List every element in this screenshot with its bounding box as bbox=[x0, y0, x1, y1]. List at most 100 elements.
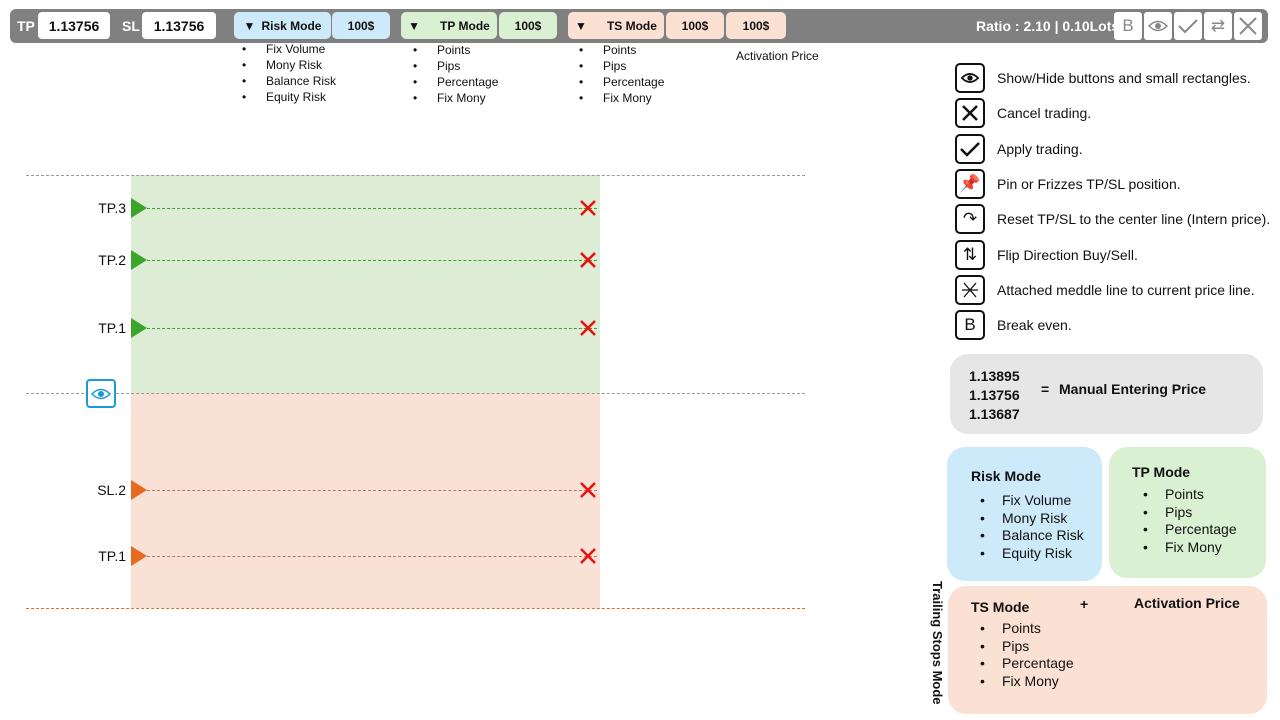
check-icon bbox=[955, 133, 985, 164]
option-item: Points bbox=[1143, 486, 1237, 504]
ts-mode-options: PointsPipsPercentageFix Mony bbox=[577, 42, 664, 106]
tp-price-input[interactable]: 1.13756 bbox=[38, 12, 110, 39]
level-drag-handle[interactable] bbox=[131, 546, 147, 567]
option-item: Points bbox=[411, 42, 498, 58]
level-line bbox=[147, 489, 597, 491]
level-drag-handle[interactable] bbox=[131, 250, 147, 271]
activation-price-input[interactable]: 100$ bbox=[726, 12, 786, 39]
close-icon[interactable] bbox=[579, 319, 597, 337]
level-label: TP.1 bbox=[98, 548, 126, 565]
legend-row: Attached meddle line to current price li… bbox=[955, 274, 1255, 305]
ts-mode-label: TS Mode bbox=[606, 18, 657, 33]
level-label: TP.1 bbox=[98, 319, 126, 336]
trailing-stops-mode-label: Trailing Stops Mode bbox=[930, 581, 945, 705]
option-item: Pips bbox=[1143, 504, 1237, 522]
bottom-boundary-line bbox=[26, 608, 805, 609]
level-drag-handle[interactable] bbox=[131, 479, 147, 500]
level-label: TP.3 bbox=[98, 199, 126, 216]
option-item: Percentage bbox=[411, 74, 498, 90]
option-item: Balance Risk bbox=[240, 73, 336, 89]
legend-row: Cancel trading. bbox=[955, 98, 1091, 129]
option-item: Fix Volume bbox=[240, 41, 336, 57]
close-icon[interactable] bbox=[579, 547, 597, 565]
toolbar: TP 1.13756 SL 1.13756 ▼ Risk Mode 100$ ▼ T… bbox=[10, 9, 1268, 43]
tp-options-list: PointsPipsPercentageFix Mony bbox=[1143, 486, 1237, 556]
legend-row: ⇅ Flip Direction Buy/Sell. bbox=[955, 239, 1138, 270]
close-icon bbox=[955, 98, 985, 129]
legend-row: 📌 Pin or Frizzes TP/SL position. bbox=[955, 168, 1181, 199]
flip-arrows-icon: ⇄ bbox=[1210, 16, 1226, 35]
legend-text: Show/Hide buttons and small rectangles. bbox=[997, 70, 1251, 86]
risk-mode-dropdown[interactable]: ▼ Risk Mode bbox=[234, 12, 331, 39]
top-boundary-line bbox=[26, 175, 805, 176]
eye-icon bbox=[1148, 20, 1168, 32]
eye-icon bbox=[955, 63, 985, 93]
tp-mode-label: TP Mode bbox=[440, 18, 490, 33]
option-item: Balance Risk bbox=[980, 527, 1084, 545]
sl-price-input[interactable]: 1.13756 bbox=[142, 12, 216, 39]
risk-mode-options: Fix VolumeMony RiskBalance RiskEquity Ri… bbox=[240, 41, 336, 105]
option-item: Pips bbox=[577, 58, 664, 74]
sl-zone bbox=[131, 393, 600, 608]
eye-icon bbox=[91, 388, 111, 399]
level-line bbox=[147, 260, 597, 262]
legend-text: Pin or Frizzes TP/SL position. bbox=[997, 175, 1181, 192]
level-drag-handle[interactable] bbox=[131, 197, 147, 218]
risk-value-input[interactable]: 100$ bbox=[332, 12, 390, 39]
option-item: Equity Risk bbox=[980, 545, 1084, 563]
flip-icon: ⇅ bbox=[955, 239, 985, 270]
close-icon[interactable] bbox=[579, 199, 597, 217]
level-line bbox=[147, 556, 597, 558]
check-icon bbox=[1178, 19, 1198, 34]
activation-price-label: Activation Price bbox=[736, 49, 819, 63]
center-price-line[interactable] bbox=[26, 393, 805, 394]
legend-row: Show/Hide buttons and small rectangles. bbox=[955, 63, 1251, 93]
option-item: Fix Mony bbox=[1143, 539, 1237, 557]
tp-mode-dropdown[interactable]: ▼ TP Mode bbox=[401, 12, 497, 39]
manual-price-value: 1.13895 bbox=[969, 368, 1020, 384]
option-item: Percentage bbox=[577, 74, 664, 90]
center-eye-button[interactable] bbox=[86, 379, 116, 408]
tp-zone bbox=[131, 175, 600, 393]
option-item: Equity Risk bbox=[240, 89, 336, 105]
ts-value-input[interactable]: 100$ bbox=[666, 12, 724, 39]
level-drag-handle[interactable] bbox=[131, 317, 147, 338]
apply-button[interactable] bbox=[1174, 12, 1202, 40]
level-line bbox=[147, 207, 597, 209]
sl-label: SL bbox=[122, 18, 140, 34]
close-icon[interactable] bbox=[579, 251, 597, 269]
option-item: Points bbox=[980, 620, 1074, 638]
legend-row: B Break even. bbox=[955, 310, 1072, 341]
chevron-down-icon: ▼ bbox=[575, 18, 587, 33]
level-line bbox=[147, 327, 597, 329]
manual-price-panel: 1.13895 1.13756 1.13687 = Manual Entering … bbox=[950, 354, 1263, 434]
tp-mode-title: TP Mode bbox=[1132, 464, 1191, 480]
manual-price-label: Manual Entering Price bbox=[1059, 381, 1207, 397]
flip-direction-button[interactable]: ⇄ bbox=[1204, 12, 1232, 40]
legend-row: ↷ Reset TP/SL to the center line (Intern … bbox=[955, 204, 1270, 235]
ts-mode-dropdown[interactable]: ▼ TS Mode bbox=[568, 12, 664, 39]
legend-row: Apply trading. bbox=[955, 133, 1083, 164]
tp-value-input[interactable]: 100$ bbox=[499, 12, 557, 39]
close-icon[interactable] bbox=[579, 481, 597, 499]
option-item: Percentage bbox=[980, 655, 1074, 673]
option-item: Fix Volume bbox=[980, 492, 1084, 510]
show-hide-button[interactable] bbox=[1144, 12, 1172, 40]
level-label: TP.2 bbox=[98, 252, 126, 269]
ts-mode-title: TS Mode bbox=[971, 599, 1030, 615]
cancel-button[interactable] bbox=[1234, 12, 1262, 40]
manual-price-value: 1.13756 bbox=[969, 387, 1020, 403]
option-item: Fix Mony bbox=[577, 90, 664, 106]
legend-text: Break even. bbox=[997, 317, 1072, 334]
break-even-button[interactable]: B bbox=[1114, 12, 1142, 40]
ts-options-list: PointsPipsPercentageFix Mony bbox=[980, 620, 1074, 690]
option-item: Fix Mony bbox=[980, 673, 1074, 691]
risk-options-list: Fix VolumeMony RiskBalance RiskEquity Ri… bbox=[980, 492, 1084, 562]
reset-icon: ↷ bbox=[955, 204, 985, 235]
equals-sign: = bbox=[1041, 381, 1050, 397]
option-item: Percentage bbox=[1143, 521, 1237, 539]
risk-mode-panel: Risk Mode Fix VolumeMony RiskBalance Ris… bbox=[947, 447, 1102, 581]
close-icon bbox=[1239, 17, 1257, 35]
activation-price-title: Activation Price bbox=[1134, 595, 1240, 611]
ts-mode-panel: TS Mode + Activation Price PointsPipsPer… bbox=[948, 586, 1267, 714]
